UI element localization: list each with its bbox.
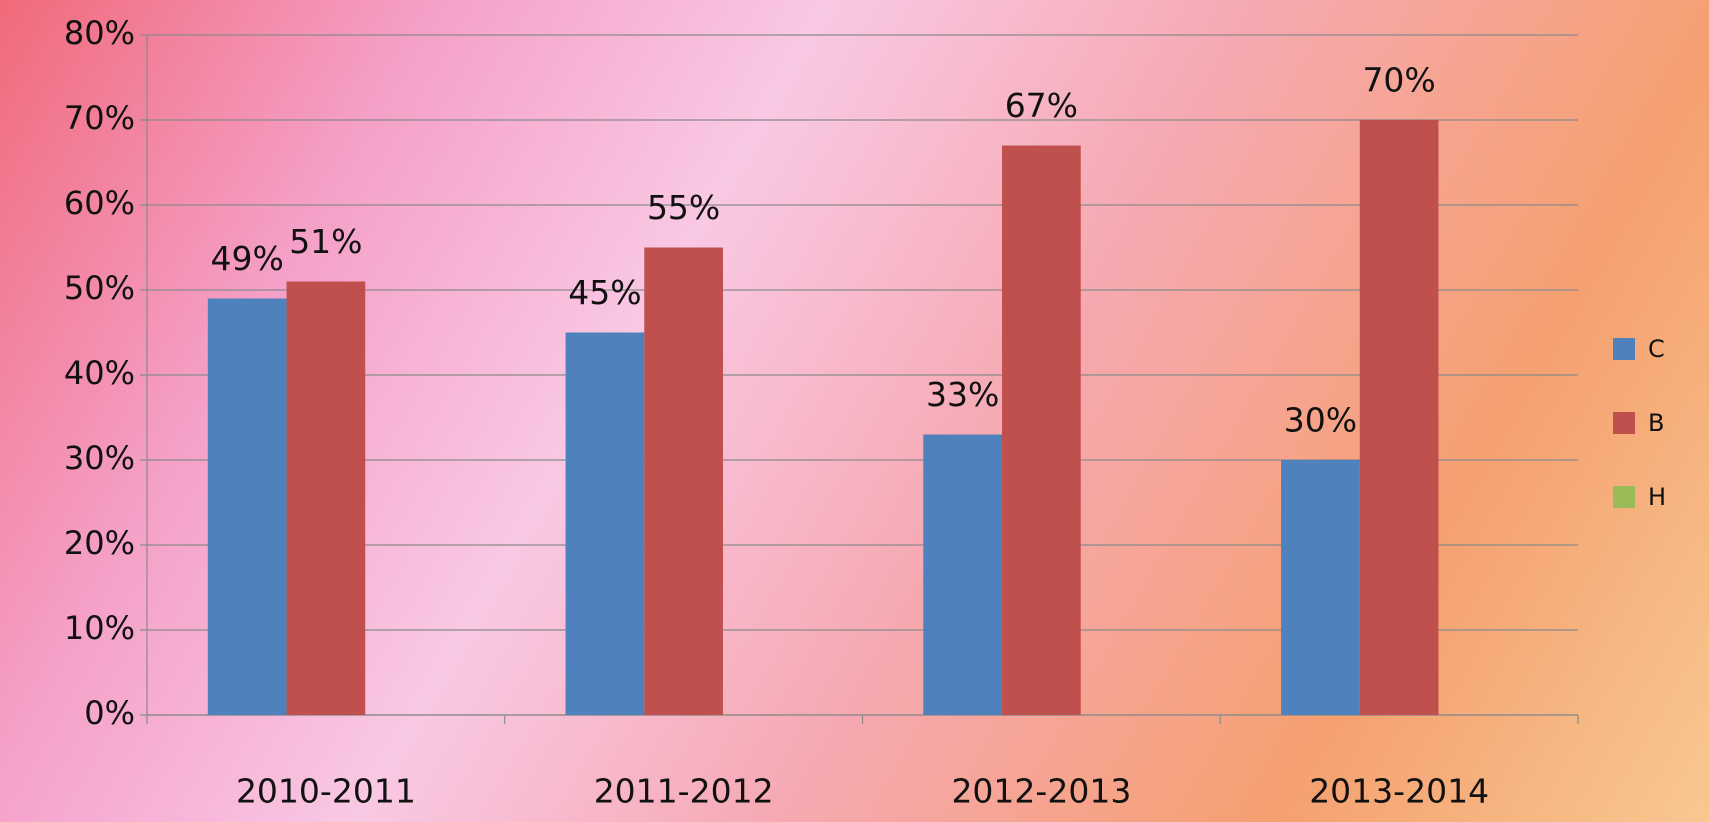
data-label: 70%	[1362, 61, 1435, 100]
x-tick-label: 2013-2014	[1309, 772, 1489, 811]
x-tick-label: 2012-2013	[951, 772, 1131, 811]
y-tick-label: 30%	[64, 439, 135, 477]
y-tick-label: 80%	[64, 14, 135, 52]
y-tick-label: 70%	[64, 99, 135, 137]
bar	[923, 435, 1002, 716]
legend-swatch	[1613, 412, 1635, 434]
legend-swatch	[1613, 338, 1635, 360]
x-tick-label: 2011-2012	[594, 772, 774, 811]
bar	[644, 248, 723, 716]
data-label: 45%	[568, 273, 641, 312]
bar	[208, 299, 287, 716]
y-tick-label: 10%	[64, 609, 135, 647]
x-tick-label: 2010-2011	[236, 772, 416, 811]
bar	[287, 282, 366, 716]
bar	[1360, 120, 1439, 715]
legend-label: С	[1648, 335, 1665, 363]
y-tick-label: 60%	[64, 184, 135, 222]
legend-label: В	[1648, 409, 1664, 437]
data-label: 67%	[1005, 86, 1078, 125]
y-tick-label: 0%	[84, 694, 135, 732]
data-label: 49%	[210, 239, 283, 278]
legend-label: Н	[1648, 483, 1666, 511]
bar	[566, 333, 645, 716]
legend-swatch	[1613, 486, 1635, 508]
data-label: 51%	[289, 222, 362, 261]
y-tick-label: 20%	[64, 524, 135, 562]
data-label: 30%	[1284, 401, 1357, 440]
page: 0% 10% 20% 30% 40% 50% 60% 70% 80% 2010-2011 49%51…	[0, 0, 1709, 822]
chart: 0% 10% 20% 30% 40% 50% 60% 70% 80% 2010-2011 49%51…	[0, 0, 1709, 822]
y-tick-label: 40%	[64, 354, 135, 392]
y-tick-label: 50%	[64, 269, 135, 307]
bar	[1002, 146, 1081, 716]
bar	[1281, 460, 1360, 715]
data-label: 55%	[647, 188, 720, 227]
data-label: 33%	[926, 375, 999, 414]
